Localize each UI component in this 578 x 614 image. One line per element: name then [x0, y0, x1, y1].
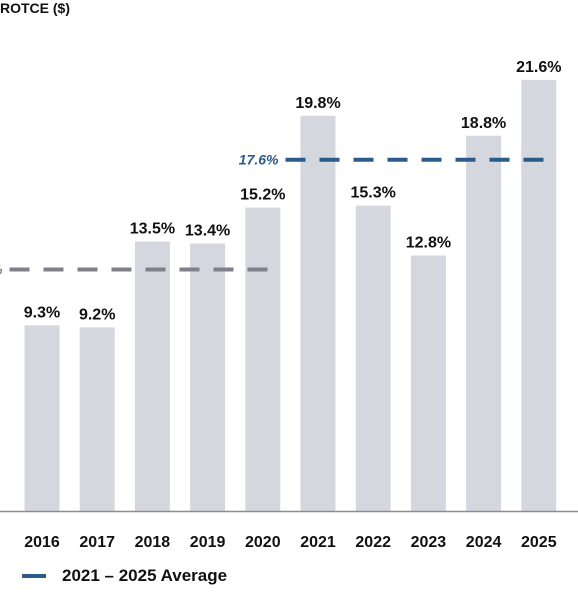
x-tick-label-2022: 2022 — [355, 534, 391, 551]
x-tick-label-2019: 2019 — [190, 534, 226, 551]
x-tick-label-2023: 2023 — [411, 534, 447, 551]
x-tick-label-2024: 2024 — [466, 534, 502, 551]
value-label-2021: 19.8% — [295, 95, 340, 112]
x-tick-label-2021: 2021 — [300, 534, 336, 551]
value-label-2025: 21.6% — [516, 59, 561, 76]
average-label-0: 12.1% — [0, 261, 3, 277]
value-label-2018: 13.5% — [130, 221, 175, 238]
value-label-2016: 9.3% — [24, 304, 60, 321]
value-label-2023: 12.8% — [406, 235, 451, 252]
bar-2023 — [410, 255, 446, 511]
value-label-2022: 15.3% — [351, 185, 396, 202]
x-tick-labels-group: 2016 2017 2018 2019 2020 2021 2022 2023 2024 2025 — [24, 534, 556, 551]
bar-2017 — [79, 327, 115, 511]
bar-2019 — [190, 243, 226, 511]
reference-lines-group: 12.1% 17.6% — [0, 152, 553, 277]
bar-2022 — [355, 205, 391, 511]
bar-2018 — [134, 241, 170, 512]
value-label-2020: 15.2% — [240, 187, 285, 204]
x-tick-label-2025: 2025 — [521, 534, 557, 551]
bars-group — [24, 79, 557, 512]
value-label-2017: 9.2% — [79, 306, 115, 323]
bar-2024 — [466, 135, 502, 511]
rotce-bar-chart: 12.1% 17.6% 9.3% 9.2% 13.5% 13.4% 15.2% 19.8% 1… — [0, 59, 578, 551]
average-label-1: 17.6% — [239, 152, 279, 168]
x-tick-label-2020: 2020 — [245, 534, 281, 551]
bar-2016 — [24, 325, 60, 511]
x-tick-label-2016: 2016 — [24, 534, 60, 551]
bar-2021 — [300, 115, 336, 512]
legend-label: 2021 – 2025 Average — [62, 566, 228, 585]
bar-2025 — [521, 79, 557, 511]
legend: 2021 – 2025 Average — [22, 566, 227, 586]
value-labels-group: 9.3% 9.2% 13.5% 13.4% 15.2% 19.8% 15.3% 12.8% 18… — [24, 59, 562, 324]
value-label-2019: 13.4% — [185, 223, 230, 240]
chart-title: ROTCE ($) — [0, 0, 70, 16]
value-label-2024: 18.8% — [461, 115, 506, 132]
legend-swatch-dash — [22, 574, 46, 578]
bar-2020 — [245, 207, 281, 511]
x-tick-label-2017: 2017 — [79, 534, 115, 551]
x-tick-label-2018: 2018 — [135, 534, 171, 551]
